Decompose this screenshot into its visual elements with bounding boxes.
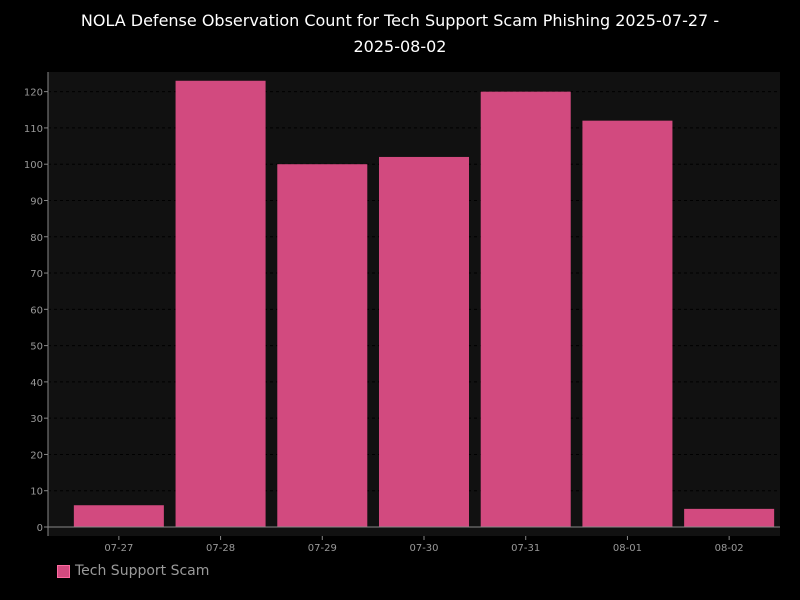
legend: Tech Support Scam <box>57 563 209 579</box>
bar-07-28 <box>175 80 266 528</box>
bar-07-30 <box>378 156 470 527</box>
bar-07-27 <box>73 505 164 527</box>
chart-title: NOLA Defense Observation Count for Tech … <box>0 8 800 60</box>
y-tick-label: 20 <box>30 450 43 461</box>
y-tick-label: 110 <box>24 124 43 135</box>
x-axis-ticks: 07-27 07-28 07-29 07-30 07-31 08-01 08-02 <box>104 536 744 554</box>
legend-swatch <box>57 564 70 578</box>
bar-08-01 <box>582 120 673 527</box>
chart-title-line-2: 2025-08-02 <box>353 37 447 56</box>
chart-title-line-1: NOLA Defense Observation Count for Tech … <box>80 11 720 30</box>
x-tick-label: 07-30 <box>409 543 438 554</box>
x-tick-label: 08-01 <box>613 543 642 554</box>
y-tick-label: 90 <box>30 196 43 207</box>
x-tick-label: 07-29 <box>308 543 337 554</box>
bar-08-02 <box>684 508 775 527</box>
y-tick-label: 100 <box>24 160 43 171</box>
bar-series <box>73 80 775 528</box>
y-tick-label: 10 <box>30 487 43 498</box>
bar-07-29 <box>277 164 368 527</box>
y-tick-label: 120 <box>24 88 43 99</box>
y-axis-ticks: 0 10 20 30 40 50 60 70 80 90 100 110 120 <box>24 88 48 534</box>
y-tick-label: 0 <box>37 523 43 534</box>
legend-label: Tech Support Scam <box>75 563 210 579</box>
y-tick-label: 40 <box>30 378 43 389</box>
bar-07-31 <box>480 91 571 527</box>
y-tick-label: 60 <box>30 305 43 316</box>
x-tick-label: 07-27 <box>104 543 133 554</box>
y-tick-label: 70 <box>30 269 43 280</box>
y-tick-label: 30 <box>30 414 43 425</box>
x-tick-label: 07-31 <box>511 543 540 554</box>
x-tick-label: 08-02 <box>715 543 744 554</box>
x-tick-label: 07-28 <box>206 543 235 554</box>
y-tick-label: 50 <box>30 342 43 353</box>
y-tick-label: 80 <box>30 233 43 244</box>
